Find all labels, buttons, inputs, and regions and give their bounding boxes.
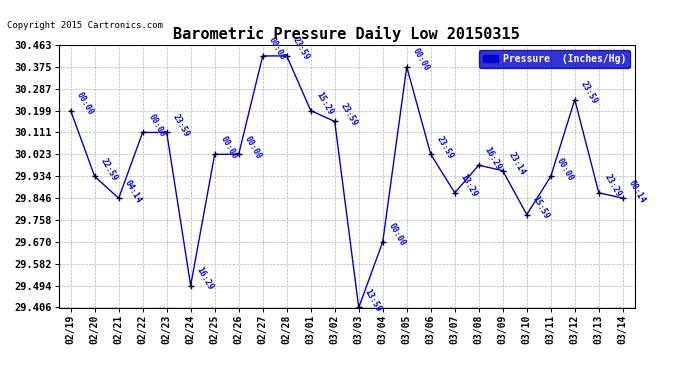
Title: Barometric Pressure Daily Low 20150315: Barometric Pressure Daily Low 20150315 [173,27,520,42]
Text: 00:00: 00:00 [219,134,239,160]
Text: 00:00: 00:00 [243,134,263,160]
Text: 23:59: 23:59 [171,112,191,139]
Text: 00:14: 00:14 [627,178,647,204]
Text: 23:59: 23:59 [435,134,455,160]
Text: 16:29: 16:29 [195,266,215,292]
Text: 23:29: 23:29 [603,173,623,199]
Text: Copyright 2015 Cartronics.com: Copyright 2015 Cartronics.com [7,21,163,30]
Text: 00:00: 00:00 [75,91,95,117]
Text: 23:59: 23:59 [579,80,599,106]
Text: 16:29: 16:29 [483,145,503,171]
Text: 00:00: 00:00 [147,112,167,139]
Text: 22:59: 22:59 [99,156,119,183]
Text: 00:00: 00:00 [555,156,575,183]
Text: 00:00: 00:00 [387,222,407,248]
Text: 13:29: 13:29 [459,173,480,199]
Text: 23:59: 23:59 [339,102,359,128]
Text: 23:14: 23:14 [507,151,527,177]
Text: 23:59: 23:59 [291,36,311,62]
Text: 13:59: 13:59 [363,288,383,314]
Text: 15:29: 15:29 [315,91,335,117]
Text: 04:14: 04:14 [123,178,143,204]
Text: 00:00: 00:00 [411,47,431,73]
Text: 00:00: 00:00 [267,36,287,62]
Text: 15:59: 15:59 [531,195,551,221]
Legend: Pressure  (Inches/Hg): Pressure (Inches/Hg) [480,50,630,68]
